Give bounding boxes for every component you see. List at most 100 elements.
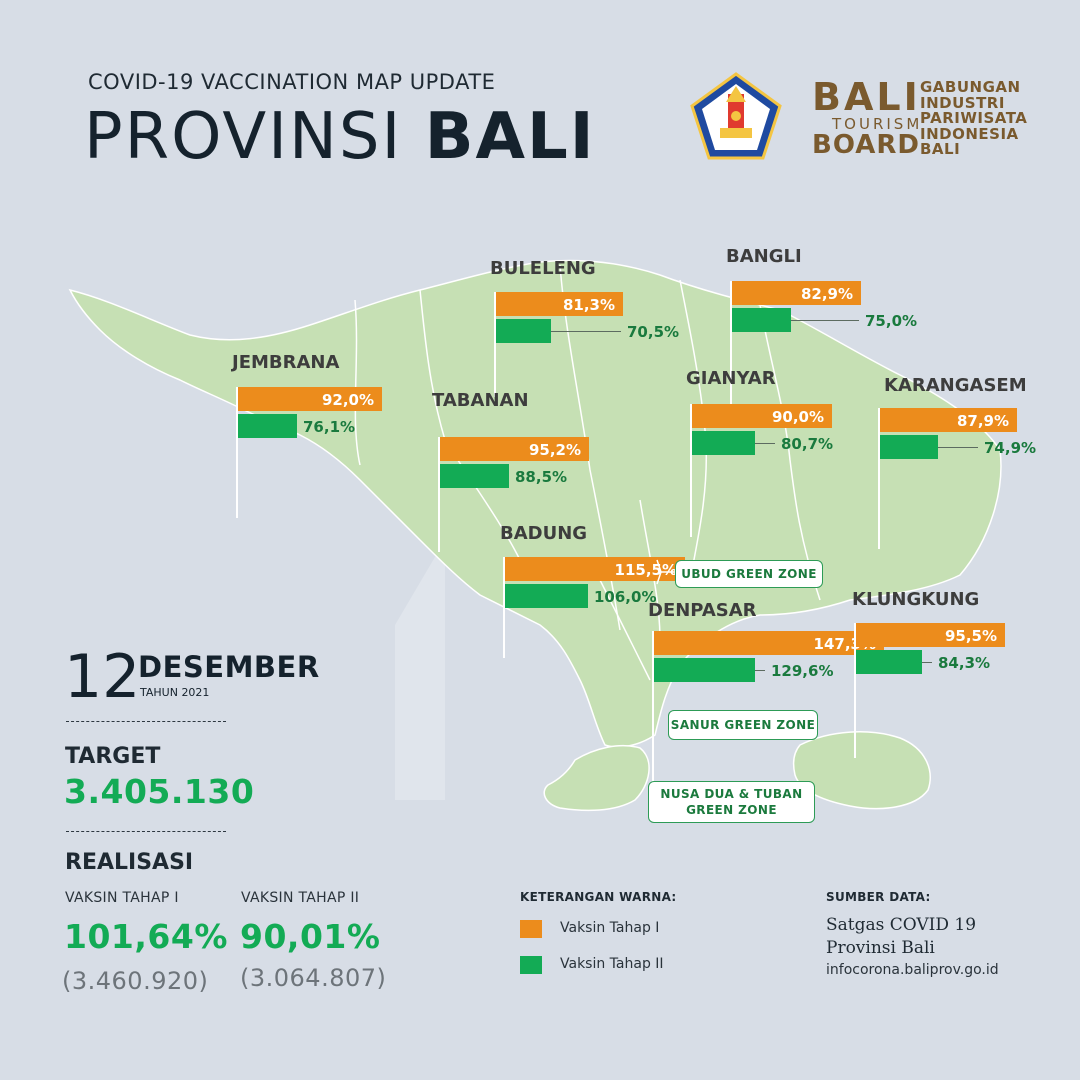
tahap1-count: (3.460.920) [62, 967, 209, 995]
value-tahap1-karangasem: 87,9% [956, 412, 1009, 430]
gipi-line-3: PARIWISATA [920, 109, 1028, 127]
flag-pole-denpasar [652, 631, 654, 782]
sanur-green-zone: SANUR GREEN ZONE [668, 710, 818, 740]
tahap2-percent: 90,01% [240, 917, 381, 956]
bar-tahap2-gianyar [692, 431, 755, 455]
page-subtitle: COVID-19 VACCINATION MAP UPDATE [88, 70, 496, 94]
bali-tourism-board-logo: BALI TOURISM BOARD [812, 75, 923, 160]
bar-tahap1-bangli [732, 281, 861, 305]
bali-province-emblem [690, 72, 782, 160]
bar-tahap1-buleleng [496, 292, 623, 316]
value-tahap1-badung: 115,5% [614, 561, 677, 579]
flag-pole-badung [503, 557, 505, 658]
nusa-dua-line-2: GREEN ZONE [686, 803, 777, 817]
btb-word-board: BOARD [812, 130, 920, 160]
gipi-line-1: GABUNGAN [920, 78, 1021, 96]
bar-tahap2-bangli [732, 308, 791, 332]
flag-pole-tabanan [438, 437, 440, 552]
source-url: infocorona.baliprov.go.id [826, 962, 999, 978]
btb-word-tourism: TOURISM [832, 115, 923, 133]
bar-tahap2-jembrana [238, 414, 297, 438]
region-name-denpasar: DENPASAR [648, 600, 757, 621]
bukit-peninsula [543, 744, 650, 812]
value-tahap2-buleleng: 70,5% [627, 323, 680, 341]
date-month: DESEMBER [138, 650, 320, 684]
region-name-klungkung: KLUNGKUNG [852, 589, 980, 610]
value-tahap1-bangli: 82,9% [800, 285, 853, 303]
region-name-karangasem: KARANGASEM [884, 375, 1027, 396]
divider-1 [66, 721, 226, 722]
region-name-badung: BADUNG [500, 523, 588, 544]
target-label: TARGET [65, 744, 161, 769]
value-tahap2-jembrana: 76,1% [303, 418, 356, 436]
legend-label-tahap2: Vaksin Tahap II [560, 956, 664, 972]
ubud-zone-connector [656, 559, 675, 585]
bali-mainland [68, 259, 1002, 748]
bar-tahap1-klungkung [856, 623, 1005, 647]
map-watermark [395, 540, 445, 800]
source-title: SUMBER DATA: [826, 890, 931, 904]
legend-title: KETERANGAN WARNA: [520, 890, 677, 904]
value-tahap1-tabanan: 95,2% [528, 441, 581, 459]
bar-tahap2-denpasar [654, 658, 755, 682]
bar-tahap1-denpasar [654, 631, 884, 655]
value-tahap2-bangli: 75,0% [865, 312, 918, 330]
page-title: PROVINSI BALI [84, 100, 596, 174]
bar-tahap2-buleleng [496, 319, 551, 343]
value-tahap2-tabanan: 88,5% [515, 468, 568, 486]
flag-pole-buleleng [494, 292, 496, 397]
source-line-2: Provinsi Bali [826, 938, 935, 958]
legend-swatch-tahap2 [520, 956, 542, 974]
region-name-buleleng: BULELENG [490, 258, 596, 279]
value-tahap2-badung: 106,0% [594, 588, 657, 606]
date-year: TAHUN 2021 [140, 686, 210, 699]
value-tahap1-klungkung: 95,5% [944, 627, 997, 645]
bar-tahap1-badung [505, 557, 685, 581]
title-bold: BALI [424, 100, 596, 174]
bar-tahap2-karangasem [880, 435, 938, 459]
date-day: 12 [64, 642, 141, 712]
leader-line-karangasem [938, 447, 978, 448]
tahap2-count: (3.064.807) [240, 964, 387, 992]
value-tahap2-klungkung: 84,3% [938, 654, 991, 672]
nusa-dua-line-1: NUSA DUA & TUBAN [660, 787, 803, 801]
divider-2 [66, 831, 226, 832]
ubud-green-zone: UBUD GREEN ZONE [675, 560, 823, 588]
value-tahap1-gianyar: 90,0% [771, 408, 824, 426]
leader-line-gianyar [755, 443, 775, 444]
flag-pole-jembrana [236, 387, 238, 518]
bar-tahap2-klungkung [856, 650, 922, 674]
flag-pole-klungkung [854, 623, 856, 758]
tahap1-percent: 101,64% [64, 917, 228, 956]
realisasi-label: REALISASI [65, 850, 194, 875]
gipi-line-2: INDUSTRI [920, 93, 1005, 112]
value-tahap2-denpasar: 129,6% [771, 662, 834, 680]
flag-pole-gianyar [690, 404, 692, 537]
bar-tahap1-jembrana [238, 387, 382, 411]
value-tahap2-karangasem: 74,9% [984, 439, 1037, 457]
bar-tahap1-gianyar [692, 404, 832, 428]
nusa-dua-tuban-green-zone: NUSA DUA & TUBAN GREEN ZONE [648, 781, 815, 823]
legend-swatch-tahap1 [520, 920, 542, 938]
region-name-jembrana: JEMBRANA [232, 352, 340, 373]
nusa-penida [792, 731, 931, 810]
leader-line-bangli [791, 320, 859, 321]
legend-label-tahap1: Vaksin Tahap I [560, 920, 660, 936]
bar-tahap1-tabanan [440, 437, 589, 461]
tahap2-label: VAKSIN TAHAP II [241, 890, 360, 906]
btb-word-bali: BALI [812, 75, 921, 119]
value-tahap2-gianyar: 80,7% [781, 435, 834, 453]
value-tahap1-jembrana: 92,0% [321, 391, 374, 409]
region-name-tabanan: TABANAN [432, 390, 529, 411]
target-value: 3.405.130 [64, 772, 255, 811]
region-name-bangli: BANGLI [726, 246, 802, 267]
source-line-1: Satgas COVID 19 [826, 915, 977, 935]
gipi-line-5: BALI [920, 140, 961, 158]
bar-tahap2-tabanan [440, 464, 509, 488]
title-light: PROVINSI [84, 100, 425, 174]
leader-line-denpasar [755, 670, 765, 671]
bar-tahap1-karangasem [880, 408, 1017, 432]
gipi-logo: GABUNGAN INDUSTRI PARIWISATA INDONESIA B… [920, 78, 1028, 158]
region-name-gianyar: GIANYAR [686, 368, 776, 389]
